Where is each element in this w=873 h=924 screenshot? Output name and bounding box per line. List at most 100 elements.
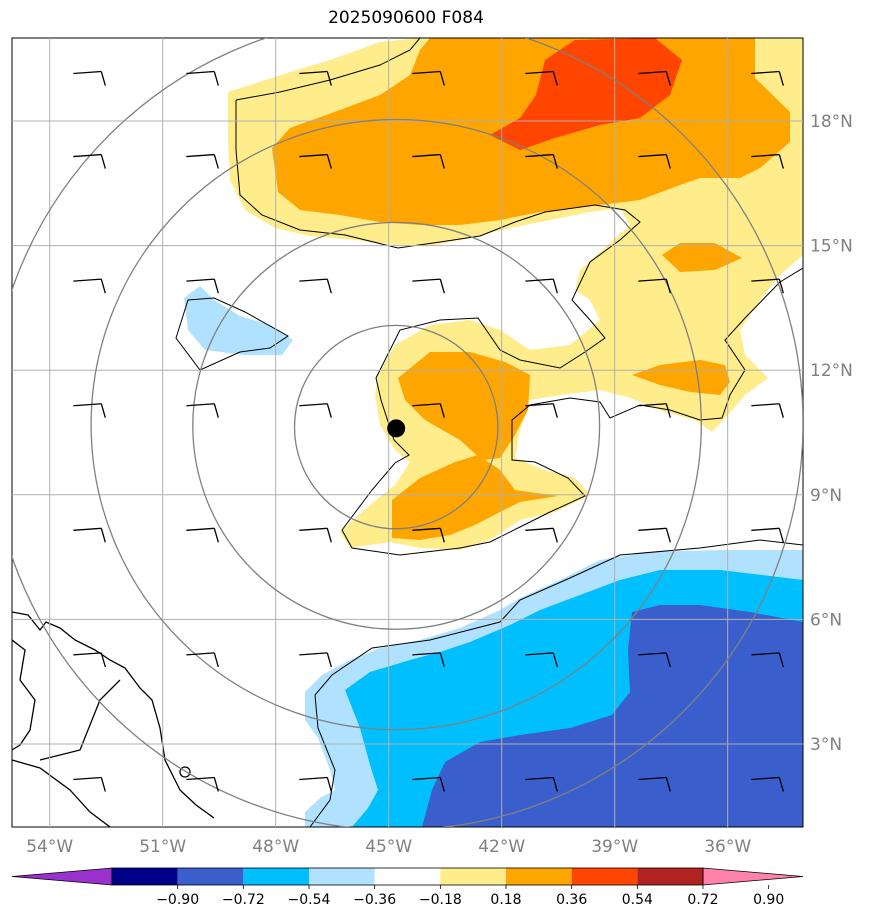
colorbar-tick-label: 0.18 (490, 892, 521, 908)
wind-barb-flag (326, 652, 332, 668)
wind-barb (186, 70, 219, 86)
wind-barb-shaft (186, 403, 215, 407)
wind-barb (638, 652, 671, 668)
wind-barb-flag (665, 652, 671, 668)
wind-barb-shaft (73, 278, 102, 282)
colorbar-segment (243, 868, 309, 885)
wind-barb-shaft (638, 652, 667, 656)
colorbar-extend-max (702, 867, 804, 886)
wind-barb-shaft (751, 527, 780, 531)
wind-barbs (73, 70, 784, 792)
wind-barb-flag (439, 71, 445, 86)
wind-barb-shaft (751, 153, 780, 158)
wind-barb-shaft (525, 278, 554, 282)
wind-barb (525, 527, 558, 543)
lon-tick-label: 42°W (478, 837, 525, 857)
wind-barb-flag (439, 278, 445, 294)
anomaly-fill-positive-0.36-center (398, 352, 530, 460)
wind-barb-shaft (186, 70, 215, 75)
wind-barb (186, 403, 219, 418)
contour-line-north (235, 38, 421, 101)
wind-barb-flag (326, 71, 332, 86)
wind-barb-shaft (73, 403, 102, 407)
wind-barb-shaft (73, 70, 102, 75)
wind-barb (186, 776, 219, 792)
wind-barb-shaft (73, 153, 102, 158)
wind-barb (638, 527, 671, 543)
contour-line-west (175, 297, 289, 371)
longitude-labels: 54°W 51°W 48°W 45°W 42°W 39°W 36°W (26, 837, 751, 857)
wind-barb-shaft (299, 776, 328, 781)
wind-barb (73, 153, 106, 169)
wind-barb-shaft (299, 403, 328, 407)
wind-barb-shaft (412, 527, 441, 531)
wind-barb (73, 278, 106, 294)
colorbar-tick-label: 0.54 (622, 892, 653, 908)
wind-barb-shaft (186, 278, 215, 282)
wind-barb (412, 278, 445, 294)
anomaly-fill-positive-0.54 (490, 38, 682, 150)
lon-tick-label: 54°W (26, 837, 73, 857)
wind-barb (73, 652, 106, 668)
wind-barb (751, 652, 784, 668)
wind-barb-flag (326, 528, 332, 543)
wind-barb-flag (439, 403, 445, 418)
wind-barb-flag (665, 278, 671, 294)
wind-barb-shaft (525, 776, 554, 781)
lon-tick-label: 51°W (139, 837, 186, 857)
wind-barb-shaft (525, 403, 554, 407)
range-ring (192, 221, 601, 630)
wind-barb-flag (326, 278, 332, 294)
wind-barb-shaft (412, 776, 441, 781)
range-ring (90, 118, 702, 731)
wind-barb-flag (213, 777, 219, 792)
wind-barb-flag (439, 777, 445, 792)
wind-barb-flag (665, 528, 671, 543)
colorbar-tick-label: 0.36 (556, 892, 587, 908)
wind-barb-shaft (412, 278, 441, 282)
wind-barb (638, 776, 671, 792)
wind-barb (525, 153, 558, 169)
colorbar-tick-label: 0.72 (687, 892, 718, 908)
wind-barb-shaft (186, 776, 215, 781)
wind-barb-flag (326, 777, 332, 792)
wind-barb-shaft (525, 527, 554, 531)
latitude-labels: 18°N 15°N 12°N 9°N 6°N 3°N (810, 112, 853, 755)
wind-barb-shaft (299, 153, 328, 158)
wind-barb (299, 652, 332, 668)
wind-barb-shaft (186, 652, 215, 656)
wind-barb (638, 70, 671, 86)
colorbar-tick-label: −0.54 (288, 892, 331, 908)
wind-barb (299, 278, 332, 294)
wind-barb (751, 403, 784, 418)
wind-barb (299, 403, 332, 418)
colorbar-tick-label: −0.36 (353, 892, 396, 908)
lat-tick-label: 9°N (810, 486, 842, 506)
coastline-inland (12, 639, 36, 751)
wind-barb-shaft (751, 278, 780, 282)
wind-barb-shaft (73, 652, 102, 656)
wind-barb-flag (100, 154, 106, 169)
wind-barb (412, 70, 445, 86)
wind-barb (73, 527, 106, 543)
wind-barb-flag (552, 154, 558, 169)
wind-barb-flag (778, 403, 784, 418)
wind-barb (412, 403, 445, 418)
colorbar-segment (309, 868, 375, 885)
wind-barb (525, 776, 558, 792)
coastline (12, 611, 215, 827)
range-ring (293, 324, 499, 530)
wind-barb (751, 70, 784, 86)
wind-barb (73, 776, 106, 792)
wind-barb-flag (326, 403, 332, 418)
island-marajo (179, 766, 191, 778)
wind-barb-shaft (751, 652, 780, 656)
contour-line-south (309, 539, 803, 827)
wind-barb-flag (552, 278, 558, 294)
lon-tick-label: 39°W (591, 837, 638, 857)
wind-barb-flag (665, 777, 671, 792)
wind-barb (73, 403, 106, 418)
colorbar-segment (177, 868, 244, 885)
lat-tick-label: 15°N (810, 237, 853, 257)
